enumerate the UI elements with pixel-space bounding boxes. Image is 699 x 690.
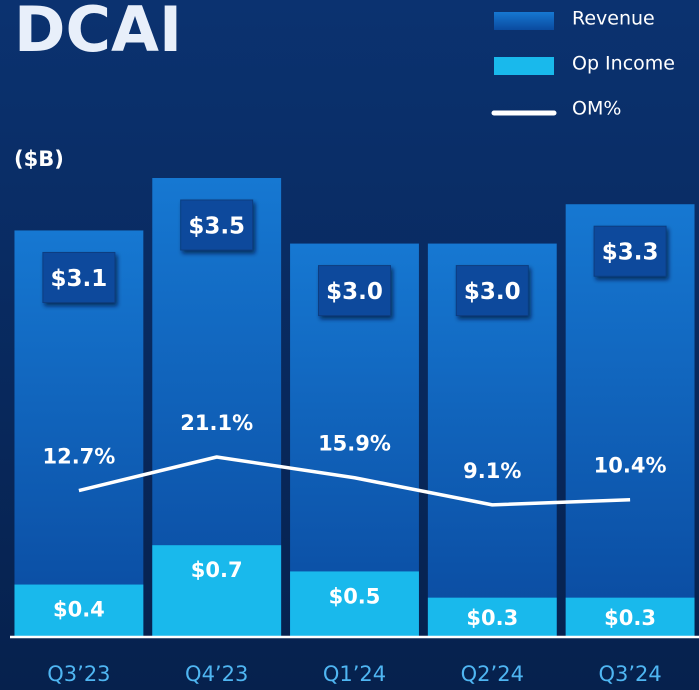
om-value-label: 12.7% [42, 445, 115, 469]
op-income-value-label: $0.3 [466, 606, 518, 630]
op-income-bar [427, 597, 557, 637]
revenue-value-label: $3.5 [188, 214, 245, 240]
op-income-bar [290, 571, 419, 637]
legend-label: Revenue [572, 8, 655, 30]
legend-label: OM% [572, 98, 621, 120]
x-tick-label: Q1’24 [323, 662, 386, 686]
op-income-value-label: $0.7 [191, 558, 243, 582]
om-value-label: 15.9% [318, 432, 391, 456]
op-income-bar [565, 597, 695, 637]
om-value-label: 10.4% [594, 454, 667, 478]
op-income-bar [14, 584, 144, 637]
legend-swatch [494, 12, 554, 30]
revenue-value-label: $3.3 [602, 240, 659, 266]
op-income-value-label: $0.3 [604, 606, 656, 630]
revenue-value-label: $3.1 [51, 266, 108, 292]
legend-label: Op Income [572, 53, 675, 75]
x-tick-label: Q3’24 [598, 662, 661, 686]
value-label-box [42, 251, 116, 303]
x-tick-label: Q2’24 [461, 662, 524, 686]
op-income-bar [152, 545, 282, 637]
x-tick-label: Q3’23 [47, 662, 110, 686]
value-label-box [593, 225, 667, 277]
op-income-value-label: $0.5 [329, 584, 381, 608]
om-line [78, 455, 631, 507]
chart-title: DCAI [14, 0, 182, 66]
value-label-box [455, 265, 529, 317]
x-tick-label: Q4’23 [185, 662, 248, 686]
revenue-value-label: $3.0 [326, 279, 383, 305]
om-value-label: 9.1% [463, 459, 521, 483]
value-label-box [318, 265, 391, 317]
om-value-label: 21.1% [180, 411, 253, 435]
value-label-box [180, 199, 254, 251]
revenue-value-label: $3.0 [464, 279, 521, 305]
legend-swatch [494, 57, 554, 75]
op-income-value-label: $0.4 [53, 598, 105, 622]
y-axis-label: ($B) [14, 147, 64, 171]
